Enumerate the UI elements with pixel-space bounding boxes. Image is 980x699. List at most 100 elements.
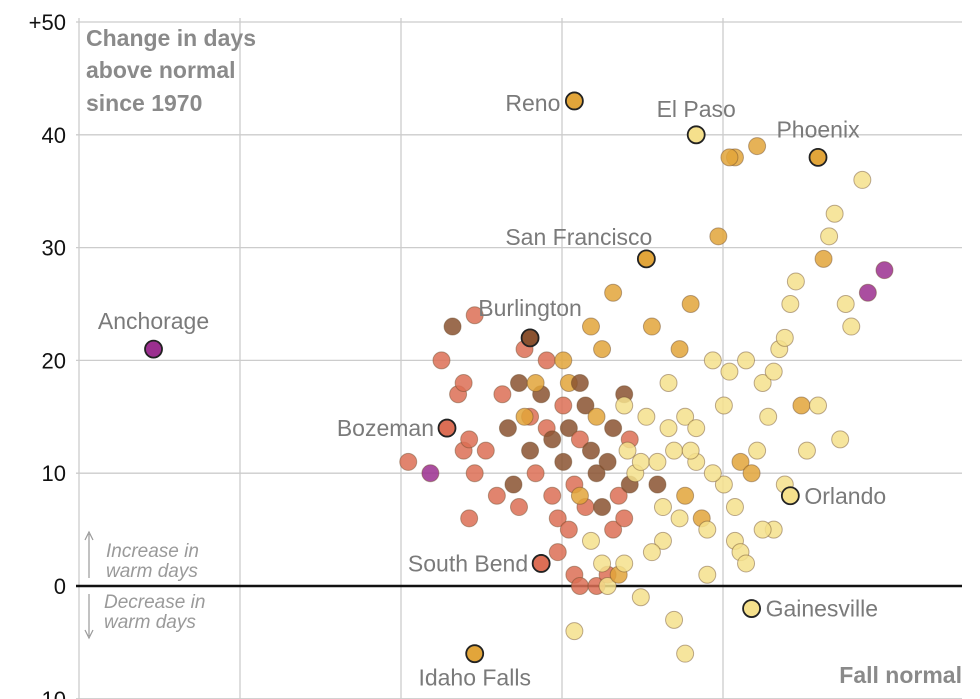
data-point	[831, 430, 850, 449]
data-point	[460, 509, 479, 528]
data-point	[570, 373, 589, 392]
labeled-data-point	[564, 91, 584, 111]
data-point	[631, 452, 650, 471]
data-point	[487, 486, 506, 505]
data-point	[648, 475, 667, 494]
data-point	[797, 441, 816, 460]
data-point	[720, 148, 739, 167]
point-label: South Bend	[408, 550, 528, 576]
data-point	[598, 577, 617, 595]
labeled-data-point	[636, 249, 656, 269]
point-label: Burlington	[478, 295, 582, 321]
data-point	[443, 317, 462, 336]
decrease-note-line-2: warm days	[104, 612, 196, 633]
data-point	[753, 520, 772, 539]
y-tick-label: +50	[29, 10, 66, 35]
data-point	[576, 396, 595, 415]
data-point	[676, 644, 695, 663]
data-point	[737, 351, 756, 370]
increase-annotation: Increase in warm days	[84, 530, 199, 582]
data-points	[399, 137, 894, 663]
data-point	[570, 486, 589, 505]
data-point	[648, 452, 667, 471]
data-point	[565, 622, 584, 641]
data-point	[731, 452, 750, 471]
increase-note-line-2: warm days	[106, 561, 198, 582]
decrease-annotation: Decrease in warm days	[84, 592, 205, 640]
y-tick-label: 30	[42, 236, 66, 261]
data-point	[698, 520, 717, 539]
point-label: Reno	[505, 90, 560, 116]
data-point	[681, 295, 700, 313]
data-point	[853, 170, 872, 189]
data-point	[642, 543, 661, 562]
data-point	[421, 464, 440, 483]
data-point	[604, 520, 623, 539]
labeled-data-point	[808, 147, 828, 167]
labeled-data-point	[437, 418, 457, 438]
y-tick-label: 0	[54, 574, 66, 599]
y-tick-label: 40	[42, 123, 66, 148]
data-point	[703, 351, 722, 370]
data-point	[742, 464, 761, 483]
data-point	[720, 362, 739, 381]
data-point	[432, 351, 451, 370]
data-point	[521, 441, 540, 460]
data-point	[665, 610, 684, 629]
data-point	[631, 588, 650, 607]
data-point	[703, 464, 722, 483]
data-point	[554, 396, 573, 415]
data-point	[543, 486, 562, 505]
data-point	[737, 554, 756, 573]
data-point	[676, 407, 695, 426]
up-arrowhead-icon	[84, 530, 94, 541]
chart-title: Change in days above normal since 1970	[86, 25, 256, 116]
data-point	[814, 249, 833, 268]
data-point	[875, 261, 894, 280]
data-point	[764, 362, 783, 381]
data-point	[698, 565, 717, 584]
data-point	[753, 373, 772, 392]
title-line-1: Change in days	[86, 25, 256, 51]
data-point	[659, 373, 678, 392]
data-point	[526, 464, 545, 483]
point-label: Orlando	[804, 483, 886, 509]
labeled-data-point	[465, 644, 485, 664]
data-point	[498, 419, 517, 438]
data-point	[460, 430, 479, 449]
data-point	[604, 419, 623, 438]
data-point	[559, 520, 578, 539]
y-tick-label: 10	[42, 461, 66, 486]
data-point	[593, 498, 612, 517]
data-point	[687, 419, 706, 438]
point-label: Bozeman	[337, 415, 434, 441]
title-line-3: since 1970	[86, 90, 202, 116]
point-label: Gainesville	[766, 596, 879, 622]
data-point	[659, 419, 678, 438]
y-tick-label: 10	[42, 687, 66, 699]
data-point	[493, 385, 512, 404]
point-label: San Francisco	[505, 224, 652, 250]
data-point	[681, 441, 700, 460]
data-point	[642, 317, 661, 336]
data-point	[548, 543, 567, 562]
data-point	[665, 441, 684, 460]
labeled-data-point	[144, 339, 163, 359]
data-point	[809, 396, 828, 415]
data-point	[653, 498, 672, 517]
data-point	[554, 452, 573, 471]
data-point	[465, 464, 484, 483]
data-point	[609, 486, 628, 505]
data-point	[548, 509, 567, 528]
decrease-note-line-1: Decrease in	[104, 592, 205, 613]
data-point	[825, 204, 844, 223]
labeled-data-point	[780, 486, 800, 506]
data-point	[593, 554, 612, 573]
data-point	[581, 531, 600, 550]
data-point	[537, 351, 556, 370]
data-point	[670, 340, 689, 359]
data-point	[709, 227, 728, 246]
data-point	[836, 295, 855, 313]
data-point	[786, 272, 805, 291]
data-point	[465, 306, 484, 325]
